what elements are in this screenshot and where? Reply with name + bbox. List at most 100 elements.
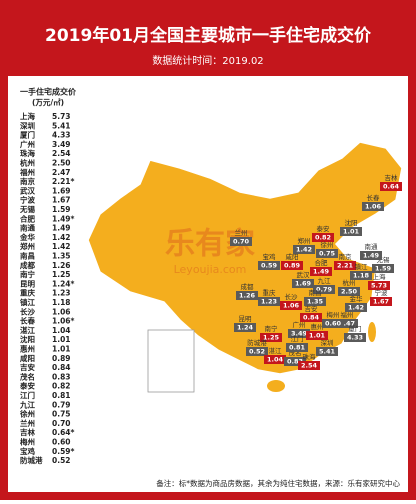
map-city: 珠海 <box>303 352 317 361</box>
map-value: 1.01 <box>343 228 360 236</box>
map-city: 杭州 <box>343 278 356 287</box>
list-city: 成都 <box>20 260 35 270</box>
map-value-box <box>316 347 338 356</box>
map-city: 江门 <box>291 334 304 343</box>
map-value-box <box>260 333 282 342</box>
map-value: 1.42 <box>348 304 364 312</box>
list-city: 吉安 <box>20 362 35 372</box>
map-value-box <box>236 291 258 300</box>
list-city: 金华 <box>19 232 35 242</box>
list-value: 1.25 <box>52 270 71 279</box>
map-value: 1.18 <box>353 272 370 280</box>
footer-note: 备注：标*数据为商品房数据，其余为纯住宅数据，来源：乐有家研究中心 <box>156 478 400 488</box>
map-value: 0.82 <box>315 234 331 242</box>
map-city: 上海 <box>373 272 387 281</box>
list-value: 1.26 <box>52 261 71 270</box>
map-city: 镇江 <box>355 262 369 271</box>
map-value: 1.25 <box>263 334 280 342</box>
map-city: 南京 <box>339 252 353 261</box>
map-value: 2.50 <box>341 288 358 296</box>
map-value-box <box>306 331 328 340</box>
list-city: 宝鸡 <box>20 446 35 456</box>
map-value-box <box>338 287 360 296</box>
map-value-box <box>230 237 252 246</box>
list-value: 1.59 <box>52 205 71 214</box>
list-city: 泰安 <box>19 381 35 391</box>
list-city: 吉林 <box>20 427 35 437</box>
list-city: 杭州 <box>20 158 35 168</box>
list-city: 武汉 <box>20 185 35 195</box>
list-city: 昆明 <box>20 278 35 288</box>
map-city: 昆明 <box>239 315 253 323</box>
list-value: 0.83 <box>52 372 71 381</box>
map-value: 1.24 <box>237 324 254 332</box>
map-city: 宝鸡 <box>263 252 277 261</box>
map-city: 广州 <box>293 320 306 329</box>
map-value-box <box>286 343 308 352</box>
map-value: 0.84 <box>303 314 320 322</box>
map-city: 重庆 <box>263 288 277 297</box>
list-value: 5.41 <box>52 121 71 130</box>
map-city: 福州 <box>341 310 354 319</box>
map-city: 徐州 <box>321 240 334 249</box>
list-city: 长春 <box>20 316 35 326</box>
hainan <box>267 380 285 392</box>
list-value: 0.75 <box>52 410 71 419</box>
map-value: 1.26 <box>239 292 256 300</box>
list-city: 厦门 <box>20 130 35 140</box>
subtitle: 数据统计时间：2019.02 <box>152 54 263 67</box>
map-city: 郑州 <box>298 237 311 245</box>
map-value: 0.52 <box>249 348 265 356</box>
map-city: 湛江 <box>269 347 283 355</box>
map-city: 成都 <box>241 282 255 291</box>
list-value: 2.21* <box>52 177 75 186</box>
map-value: 2.21 <box>337 262 354 270</box>
list-city: 南昌 <box>20 251 35 261</box>
map-value-box <box>258 261 280 270</box>
list-city: 江门 <box>20 390 35 400</box>
map-value-box <box>310 267 332 276</box>
list-value: 0.64* <box>52 428 75 437</box>
map-value: 1.23 <box>261 298 277 306</box>
list-city: 广州 <box>20 139 35 149</box>
list-value: 1.49 <box>52 224 71 233</box>
map-value: 0.60 <box>325 320 342 328</box>
taiwan <box>368 322 376 342</box>
map-city: 宁波 <box>375 288 389 297</box>
map-city: 防城港 <box>247 338 267 347</box>
list-value: 0.59* <box>52 447 75 456</box>
map-city: 泰安 <box>317 224 331 233</box>
list-value: 2.50 <box>52 159 71 168</box>
list-value: 1.35 <box>52 252 71 261</box>
map-value: 1.59 <box>375 265 392 273</box>
map-city: 南通 <box>365 242 379 251</box>
map-value: 1.35 <box>307 298 324 306</box>
list-city: 惠州 <box>20 344 35 354</box>
list-city: 宁波 <box>20 195 35 205</box>
map-city: 长春 <box>367 193 381 202</box>
map-value-box <box>344 333 366 342</box>
map-city: 深圳 <box>321 338 334 347</box>
map-value-box <box>380 182 402 191</box>
list-value: 1.01 <box>52 345 71 354</box>
map-value: 1.01 <box>309 332 326 340</box>
list-city: 合肥 <box>20 213 35 223</box>
map-city: 茂名 <box>289 348 302 357</box>
list-city: 南京 <box>20 176 35 186</box>
list-value: 2.54 <box>52 149 71 158</box>
map-value-box <box>246 347 268 356</box>
map-value: 0.59 <box>261 262 278 270</box>
list-city: 镇江 <box>20 297 35 307</box>
map-city: 无锡 <box>377 255 391 264</box>
map-value: 1.42 <box>296 246 312 254</box>
map-value-box <box>264 355 286 364</box>
list-value: 3.49 <box>52 140 71 149</box>
map-value: 2.47 <box>339 320 355 328</box>
list-city: 长沙 <box>20 306 35 316</box>
map-value-box <box>284 357 306 366</box>
list-value: 2.47 <box>52 168 71 177</box>
list-city: 湛江 <box>20 325 35 335</box>
map-city: 金华 <box>350 294 364 303</box>
